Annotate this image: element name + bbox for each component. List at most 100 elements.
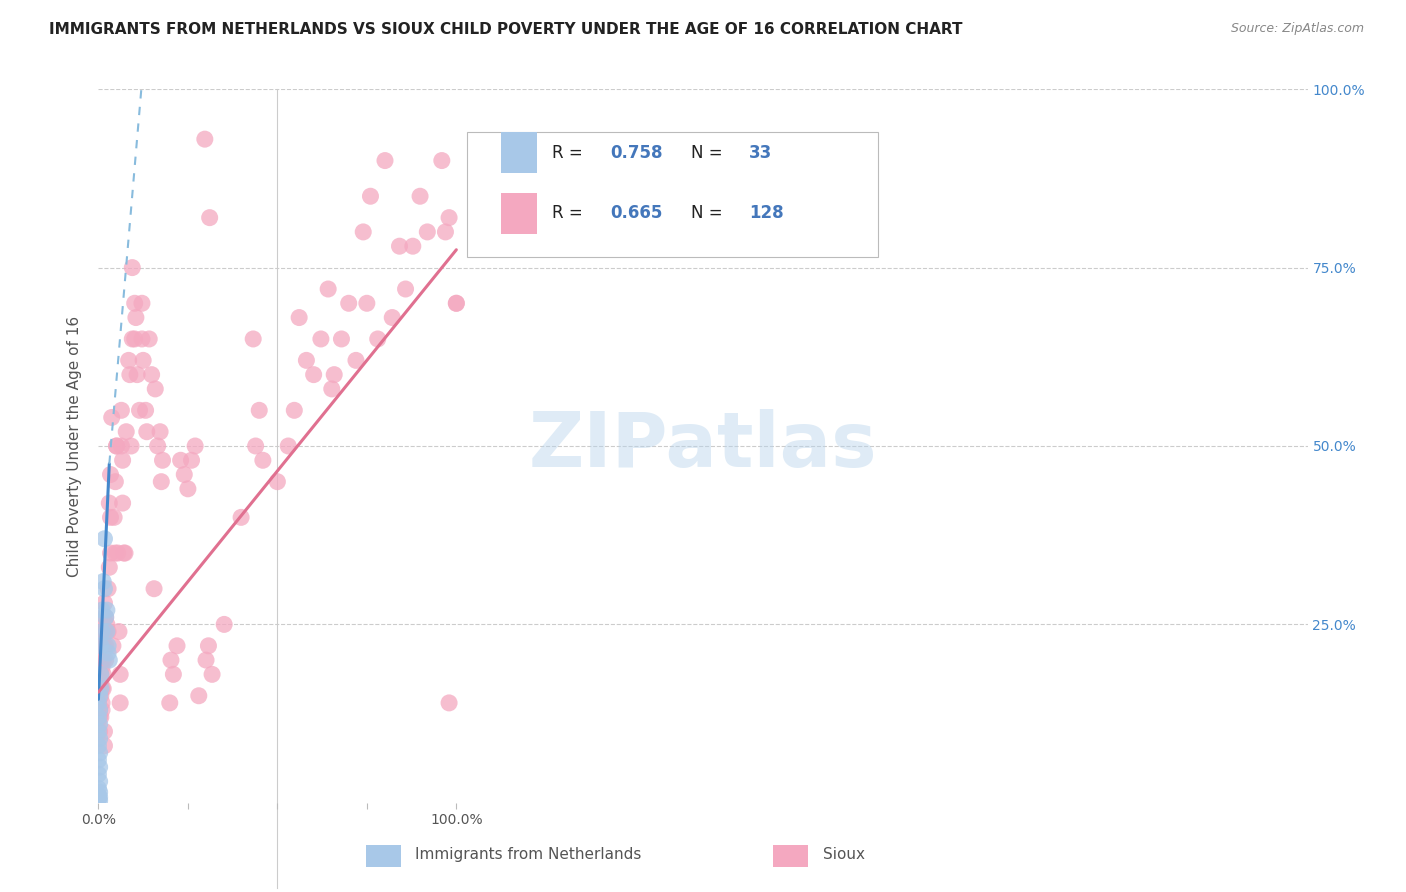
Point: [128, 403, 150, 417]
Point: [90, 667, 112, 681]
Point: [180, 453, 202, 467]
Point: [252, 453, 274, 467]
Point: [87, 724, 110, 739]
Point: [108, 624, 131, 639]
Point: [381, 310, 404, 325]
Point: [288, 310, 311, 325]
Point: [132, 353, 155, 368]
Point: [87, 792, 110, 806]
Point: [89, 760, 111, 774]
Point: [91, 603, 114, 617]
Point: [201, 667, 224, 681]
Point: [173, 467, 195, 482]
Point: [89, 689, 111, 703]
Point: [194, 132, 217, 146]
Point: [94, 610, 117, 624]
Point: [89, 710, 111, 724]
Point: [96, 617, 118, 632]
Point: [120, 439, 142, 453]
Point: [90, 710, 112, 724]
Point: [91, 660, 114, 674]
Point: [91, 696, 114, 710]
Point: [330, 332, 353, 346]
Point: [87, 739, 110, 753]
Point: [89, 681, 111, 696]
Point: [91, 639, 114, 653]
Point: [143, 582, 166, 596]
Point: [127, 368, 149, 382]
Point: [143, 382, 166, 396]
Point: [352, 225, 374, 239]
Point: [388, 239, 411, 253]
Point: [337, 296, 360, 310]
Point: [91, 653, 114, 667]
Point: [87, 710, 110, 724]
Point: [138, 332, 160, 346]
Point: [141, 368, 163, 382]
Point: [105, 439, 128, 453]
Point: [229, 510, 252, 524]
Point: [169, 453, 191, 467]
FancyBboxPatch shape: [501, 193, 537, 234]
Point: [114, 546, 136, 560]
Point: [110, 403, 132, 417]
Point: [89, 731, 111, 746]
Point: [135, 403, 157, 417]
Point: [295, 353, 318, 368]
Point: [104, 546, 127, 560]
Text: 0.758: 0.758: [610, 144, 662, 161]
Point: [100, 410, 122, 425]
Point: [90, 639, 112, 653]
Point: [131, 296, 153, 310]
Point: [266, 475, 288, 489]
Point: [105, 439, 128, 453]
Point: [91, 681, 114, 696]
Point: [98, 560, 121, 574]
Point: [89, 790, 111, 805]
Point: [97, 646, 120, 660]
Point: [434, 225, 457, 239]
Point: [344, 353, 367, 368]
Point: [323, 368, 346, 382]
Point: [118, 368, 141, 382]
Point: [356, 296, 378, 310]
Point: [124, 296, 146, 310]
Point: [89, 746, 111, 760]
Point: [90, 689, 112, 703]
Point: [91, 667, 114, 681]
Point: [93, 582, 115, 596]
Point: [97, 582, 120, 596]
Point: [242, 332, 264, 346]
Point: [97, 639, 120, 653]
Point: [89, 774, 111, 789]
Point: [177, 482, 200, 496]
Point: [91, 610, 114, 624]
Point: [93, 724, 115, 739]
Text: 0.665: 0.665: [610, 204, 662, 222]
Point: [108, 696, 131, 710]
Point: [283, 403, 305, 417]
Point: [187, 689, 209, 703]
Point: [87, 781, 110, 796]
Text: Source: ZipAtlas.com: Source: ZipAtlas.com: [1230, 22, 1364, 36]
Point: [89, 703, 111, 717]
Point: [247, 403, 270, 417]
Point: [111, 496, 134, 510]
Text: Immigrants from Netherlands: Immigrants from Netherlands: [415, 847, 641, 862]
Point: [108, 667, 131, 681]
Point: [430, 153, 453, 168]
Point: [89, 703, 111, 717]
Point: [437, 696, 460, 710]
Point: [100, 510, 122, 524]
Point: [321, 382, 343, 396]
Point: [446, 296, 468, 310]
Point: [94, 610, 117, 624]
Point: [93, 639, 115, 653]
Point: [107, 546, 129, 560]
Point: [121, 260, 143, 275]
Point: [93, 596, 115, 610]
Point: [212, 617, 235, 632]
Point: [409, 189, 432, 203]
FancyBboxPatch shape: [467, 132, 879, 257]
Point: [104, 475, 127, 489]
